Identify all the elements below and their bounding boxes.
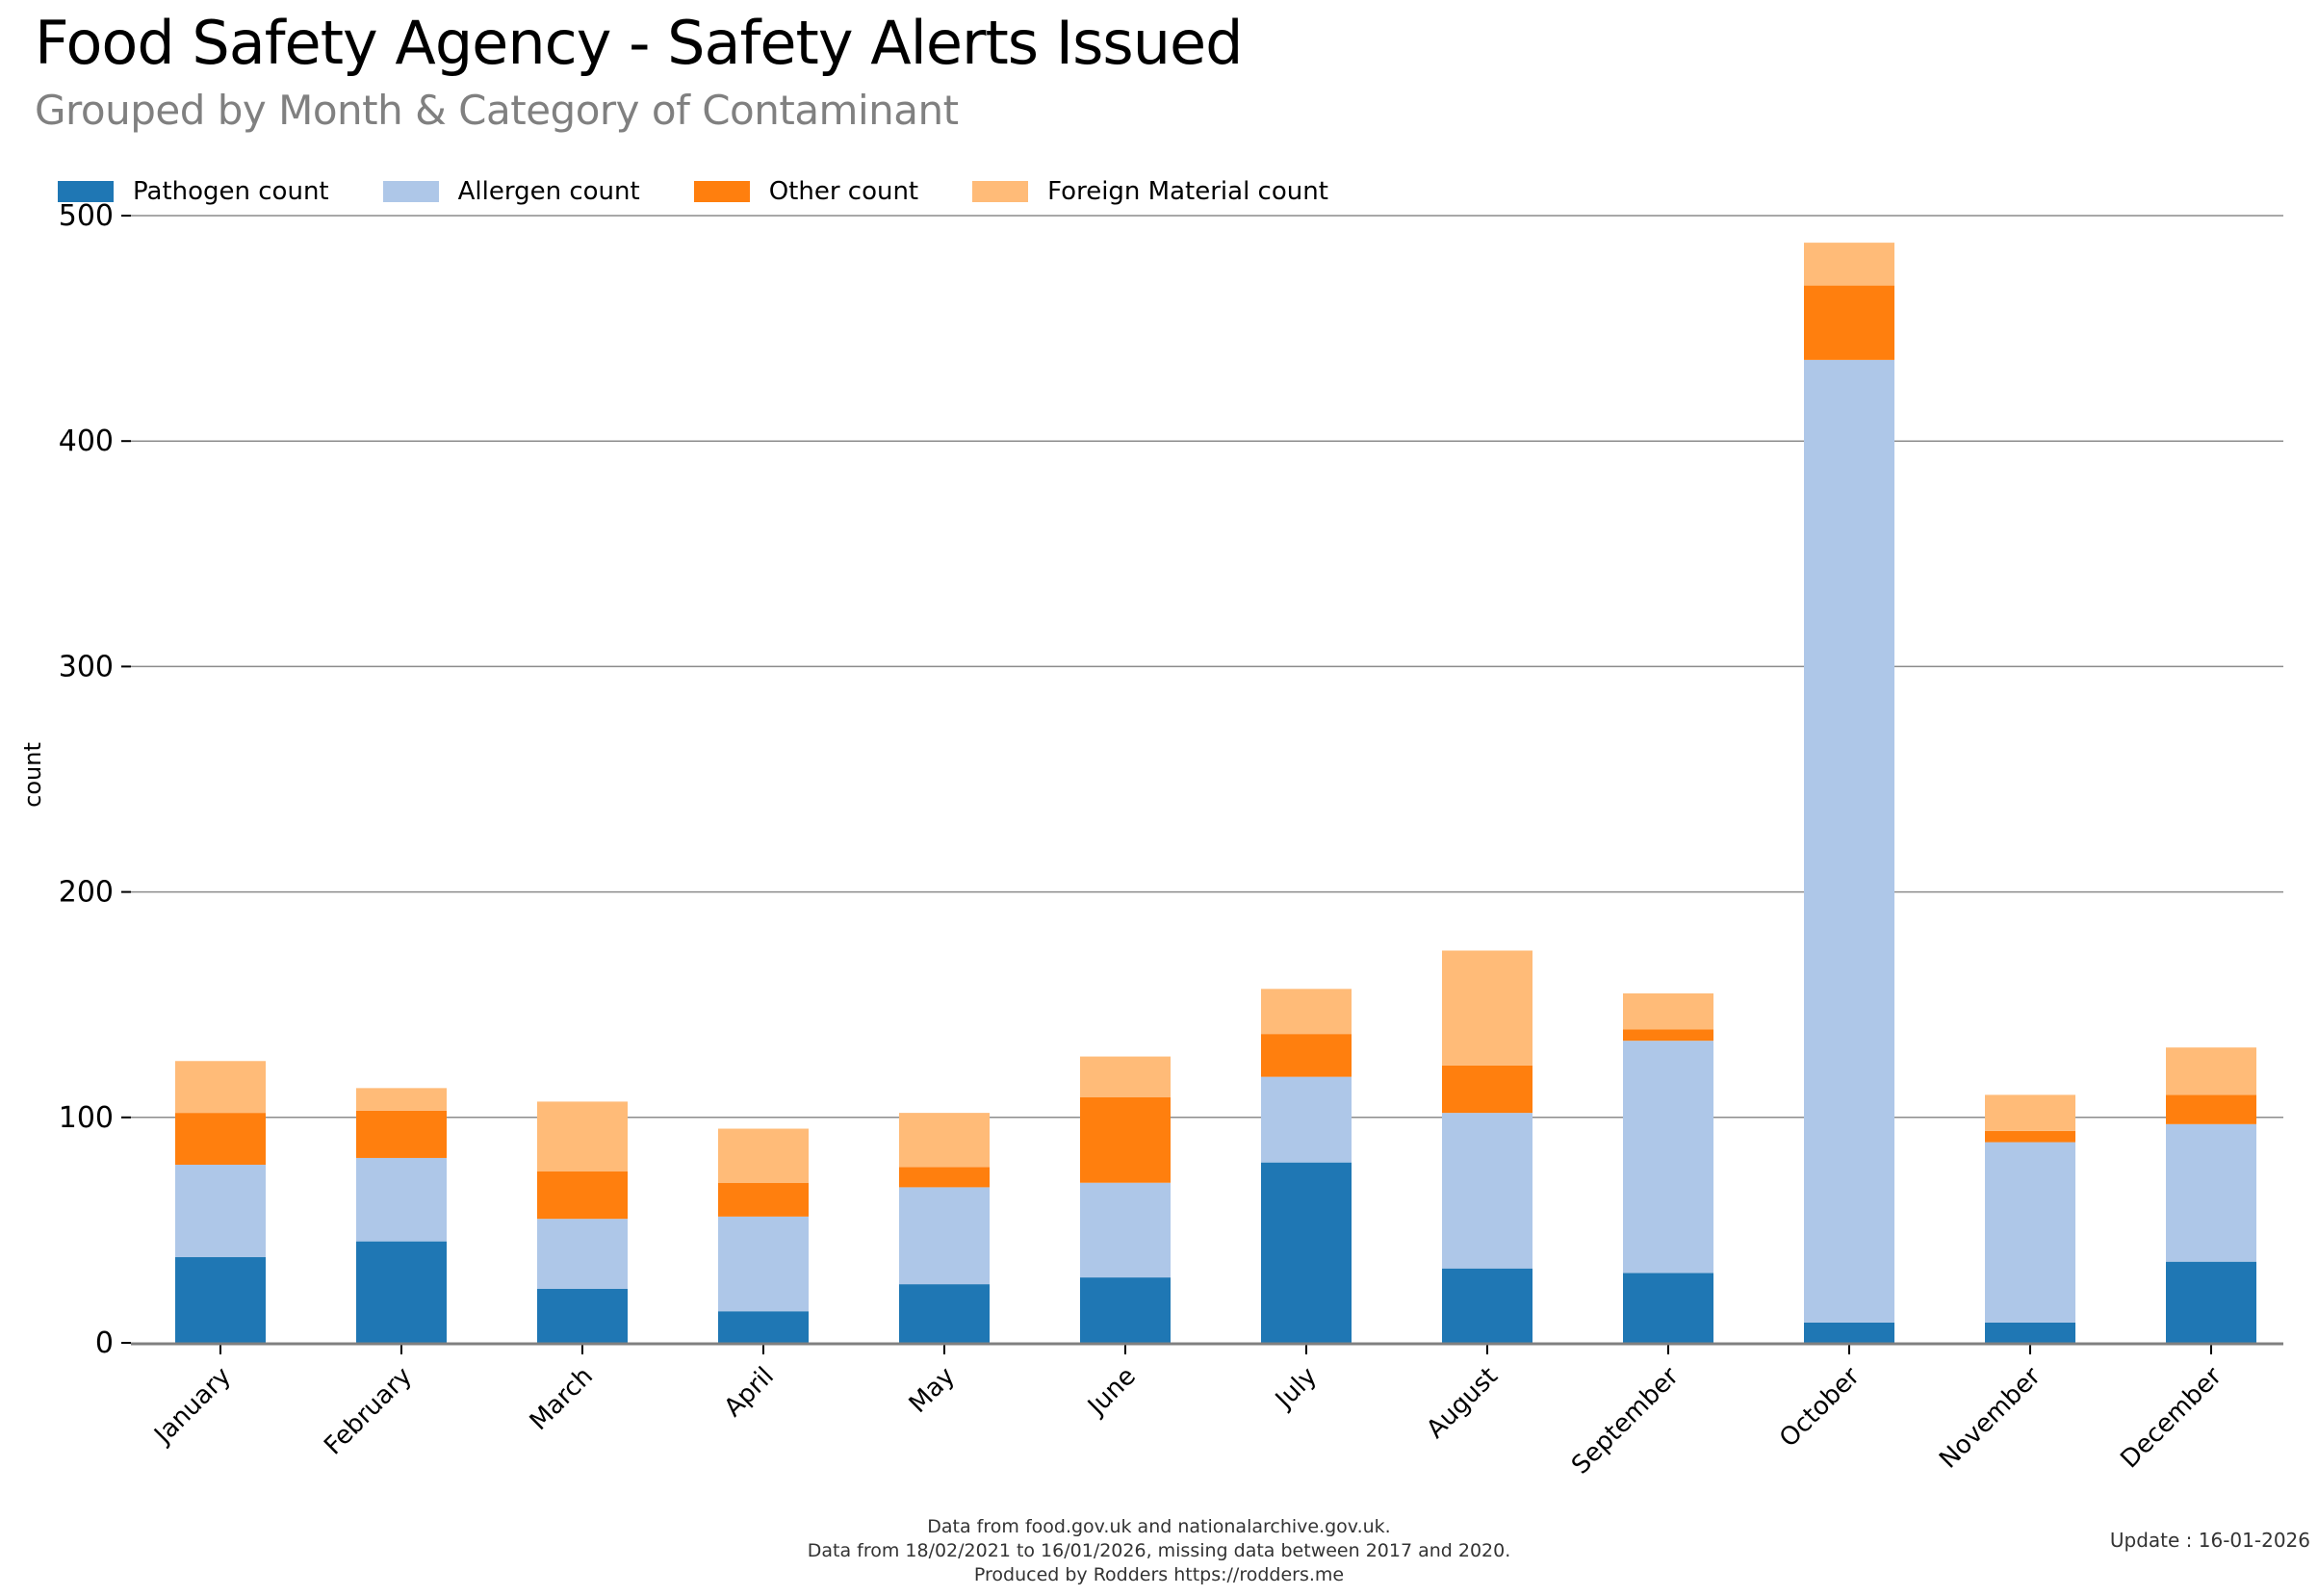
bar-segment-pathogen-count — [1442, 1268, 1532, 1343]
legend-label-allergen: Allergen count — [457, 177, 640, 206]
x-tick-label: June — [1081, 1362, 1142, 1423]
x-tick-label: January — [148, 1362, 237, 1451]
y-tick-label: 400 — [59, 425, 114, 458]
bar-segment-other-count — [537, 1171, 628, 1220]
x-tick-label: July — [1269, 1362, 1323, 1416]
y-tick-label: 200 — [59, 876, 114, 910]
bar-segment-foreign-material-count — [1261, 989, 1352, 1035]
legend: Pathogen count Allergen count Other coun… — [58, 177, 1382, 206]
bar-segment-foreign-material-count — [718, 1128, 809, 1183]
bar-segment-other-count — [718, 1182, 809, 1217]
legend-item-pathogen: Pathogen count — [58, 177, 329, 206]
bar-segment-pathogen-count — [1080, 1277, 1171, 1343]
bar-segment-other-count — [1623, 1029, 1713, 1042]
bar-segment-pathogen-count — [1985, 1322, 2075, 1343]
bar-segment-pathogen-count — [1623, 1273, 1713, 1343]
bar-segment-other-count — [175, 1113, 266, 1165]
bar-segment-foreign-material-count — [1623, 992, 1713, 1030]
legend-swatch-pathogen — [58, 181, 114, 202]
bar-segment-pathogen-count — [2166, 1261, 2256, 1343]
footer-line-range: Data from 18/02/2021 to 16/01/2026, miss… — [807, 1540, 1511, 1561]
footer-line-source: Data from food.gov.uk and nationalarchiv… — [927, 1516, 1391, 1537]
x-tick-label: March — [525, 1362, 599, 1436]
bar-segment-allergen-count — [175, 1164, 266, 1258]
legend-swatch-allergen — [382, 181, 439, 202]
legend-label-other: Other count — [768, 177, 919, 206]
legend-label-pathogen: Pathogen count — [133, 177, 329, 206]
footer-credits: Data from food.gov.uk and nationalarchiv… — [0, 1515, 2318, 1587]
bar-segment-foreign-material-count — [537, 1101, 628, 1172]
bar-segment-allergen-count — [1080, 1182, 1171, 1278]
x-tick-label: November — [1934, 1362, 2047, 1475]
bar-segment-other-count — [1442, 1065, 1532, 1114]
legend-item-foreign-material: Foreign Material count — [972, 177, 1328, 206]
bar-segment-allergen-count — [2166, 1123, 2256, 1262]
legend-item-other: Other count — [693, 177, 919, 206]
bar-segment-allergen-count — [718, 1216, 809, 1312]
bar-segment-foreign-material-count — [1804, 243, 1894, 286]
x-tick-label: September — [1566, 1362, 1685, 1480]
bar-segment-foreign-material-count — [175, 1061, 266, 1114]
bar-segment-pathogen-count — [1804, 1322, 1894, 1343]
update-date: Update : 16-01-2026 — [2109, 1529, 2310, 1552]
bar-segment-other-count — [356, 1110, 447, 1158]
bars — [175, 243, 2256, 1343]
y-axis-label: count — [19, 742, 46, 808]
bar-segment-allergen-count — [1804, 359, 1894, 1323]
bar-segment-other-count — [1985, 1130, 2075, 1143]
bar-segment-other-count — [1261, 1034, 1352, 1077]
bar-segment-pathogen-count — [356, 1241, 447, 1343]
x-tick-label: October — [1774, 1362, 1866, 1454]
bar-segment-pathogen-count — [537, 1288, 628, 1343]
bar-segment-foreign-material-count — [1080, 1056, 1171, 1097]
x-tick-label: February — [319, 1362, 418, 1461]
bar-segment-other-count — [1080, 1096, 1171, 1183]
legend-item-allergen: Allergen count — [382, 177, 640, 206]
bar-segment-other-count — [1804, 285, 1894, 360]
x-tick-label: May — [904, 1362, 961, 1419]
y-tick-label: 500 — [59, 199, 114, 233]
y-tick-label: 100 — [59, 1101, 114, 1135]
y-tick-label: 0 — [95, 1326, 114, 1360]
bar-segment-pathogen-count — [718, 1311, 809, 1343]
y-tick-label: 300 — [59, 650, 114, 683]
bar-segment-foreign-material-count — [356, 1088, 447, 1111]
bar-segment-foreign-material-count — [899, 1113, 990, 1168]
bar-segment-pathogen-count — [175, 1257, 266, 1343]
legend-swatch-other — [693, 181, 750, 202]
bar-segment-pathogen-count — [1261, 1162, 1352, 1343]
bar-segment-allergen-count — [1442, 1113, 1532, 1269]
bar-segment-allergen-count — [356, 1157, 447, 1242]
bar-segment-pathogen-count — [899, 1284, 990, 1343]
x-tick-label: August — [1421, 1362, 1504, 1445]
bar-segment-other-count — [2166, 1094, 2256, 1124]
chart-subtitle: Grouped by Month & Category of Contamina… — [35, 87, 959, 134]
bar-segment-allergen-count — [1623, 1041, 1713, 1274]
bar-segment-allergen-count — [537, 1219, 628, 1289]
bar-segment-other-count — [899, 1167, 990, 1188]
bar-segment-foreign-material-count — [1442, 950, 1532, 1066]
chart-title: Food Safety Agency - Safety Alerts Issue… — [35, 8, 1243, 78]
legend-label-foreign-material: Foreign Material count — [1047, 177, 1328, 206]
bar-segment-foreign-material-count — [2166, 1047, 2256, 1095]
bar-segment-allergen-count — [899, 1187, 990, 1285]
bar-segment-allergen-count — [1261, 1076, 1352, 1163]
bar-segment-foreign-material-count — [1985, 1094, 2075, 1131]
legend-swatch-foreign-material — [972, 181, 1029, 202]
bar-segment-allergen-count — [1985, 1142, 2075, 1323]
footer-line-author: Produced by Rodders https://rodders.me — [973, 1564, 1345, 1585]
x-tick-label: December — [2115, 1362, 2228, 1475]
x-tick-label: April — [719, 1362, 780, 1423]
gridlines — [131, 215, 2283, 1119]
